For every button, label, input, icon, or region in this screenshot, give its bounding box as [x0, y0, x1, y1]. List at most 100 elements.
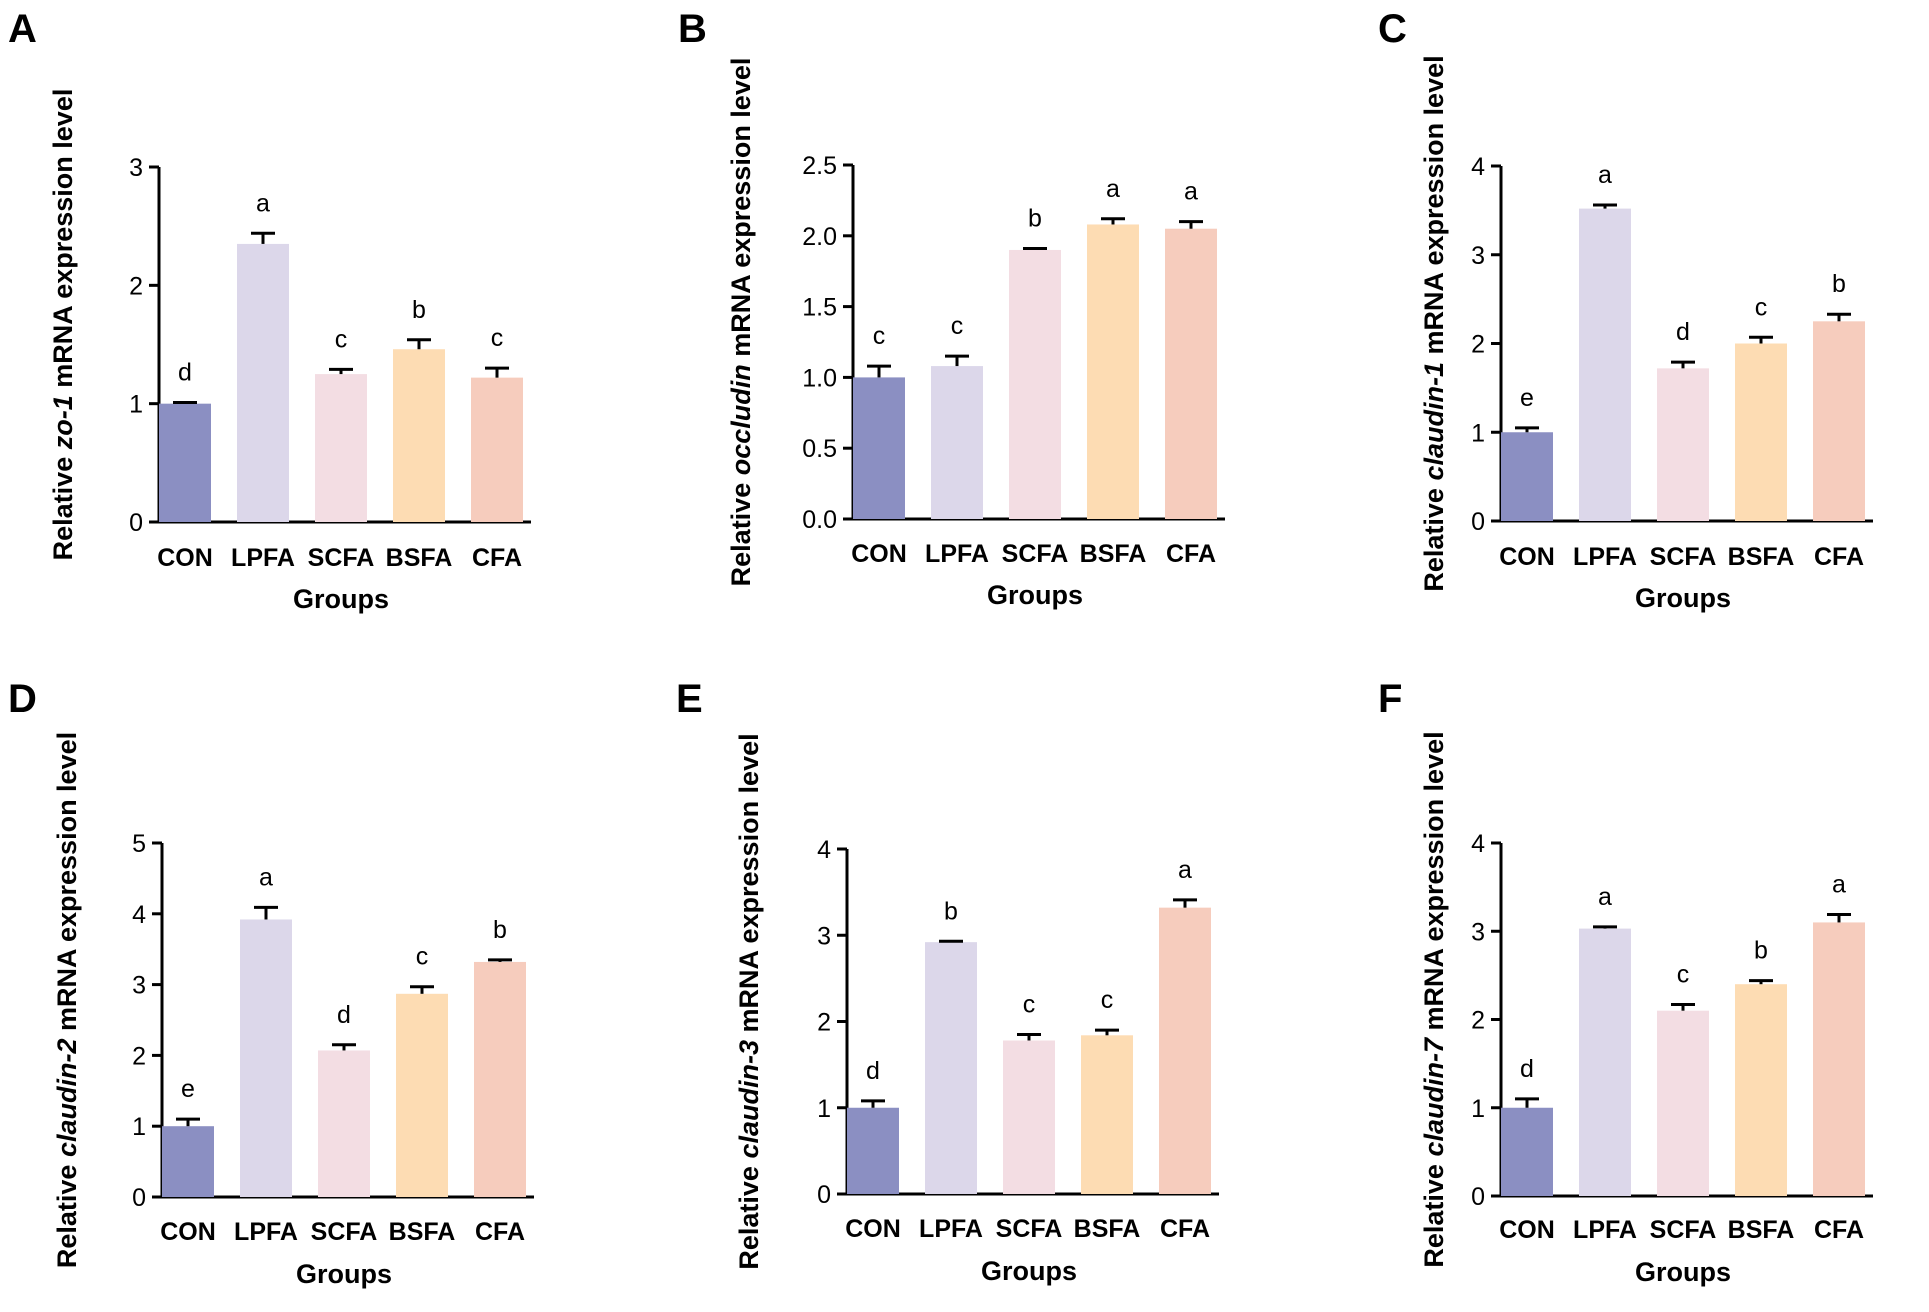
significance-label: c	[491, 324, 504, 352]
y-axis-title: Relative claudin-1 mRNA expression level	[1419, 55, 1449, 591]
bar-bsfa	[393, 349, 445, 522]
y-axis-title: Relative claudin-2 mRNA expression level	[52, 732, 82, 1268]
y-axis-title-prefix: Relative	[48, 449, 78, 560]
significance-label: a	[1598, 883, 1612, 911]
y-tick-label: 2	[132, 1042, 146, 1070]
y-tick-label: 3	[1471, 918, 1485, 946]
significance-label: c	[1023, 990, 1036, 1018]
significance-label: b	[1028, 205, 1042, 233]
y-tick-label: 1.5	[802, 294, 837, 322]
y-axis-title-suffix: mRNA expression level	[48, 89, 78, 396]
x-tick-label: CFA	[472, 544, 522, 572]
chart-panel-b: B 0.0 0.5 1.0 1.5 2.0 2.5 c CON c LPFA b SCFA a BSFA a C…	[678, 7, 1225, 610]
y-tick-label: 3	[817, 922, 831, 950]
significance-label: a	[256, 189, 270, 217]
panel-letter: B	[678, 7, 707, 51]
bar-cfa	[474, 961, 526, 1197]
x-tick-label: BSFA	[1074, 1215, 1141, 1243]
bar-con	[1501, 432, 1553, 521]
y-tick-label: 0	[817, 1181, 831, 1209]
significance-label: d	[337, 1001, 351, 1029]
significance-label: a	[1178, 856, 1192, 884]
x-tick-label: CON	[1499, 543, 1555, 571]
y-tick-label: 3	[132, 972, 146, 1000]
y-axis-title-gene: occludin	[726, 364, 756, 475]
x-tick-label: CFA	[475, 1218, 525, 1246]
x-tick-label: SCFA	[1650, 1216, 1717, 1244]
y-tick-label: 2	[1471, 331, 1485, 359]
x-tick-label: CFA	[1166, 540, 1216, 568]
significance-label: e	[1520, 384, 1534, 412]
significance-label: a	[1184, 178, 1198, 206]
panel-letter: D	[8, 677, 37, 721]
y-tick-label: 1	[817, 1095, 831, 1123]
significance-label: d	[178, 358, 192, 386]
panel-letter: A	[8, 7, 37, 51]
y-axis-title-gene: claudin-1	[1419, 362, 1449, 481]
significance-label: b	[1754, 937, 1768, 965]
significance-label: c	[951, 312, 964, 340]
bar-lpfa	[237, 243, 289, 522]
x-tick-label: LPFA	[231, 544, 295, 572]
significance-label: c	[416, 943, 429, 971]
significance-label: b	[412, 296, 426, 324]
bar-lpfa	[240, 919, 292, 1197]
y-tick-label: 4	[1471, 830, 1485, 858]
significance-label: b	[944, 897, 958, 925]
bar-con	[853, 377, 905, 519]
x-tick-label: BSFA	[389, 1218, 456, 1246]
y-tick-label: 2	[1471, 1007, 1485, 1035]
significance-label: c	[1755, 293, 1768, 321]
y-tick-label: 4	[1471, 153, 1485, 181]
y-axis-title-suffix: mRNA expression level	[734, 733, 764, 1040]
x-tick-label: BSFA	[1728, 1216, 1795, 1244]
y-tick-label: 5	[132, 830, 146, 858]
x-tick-label: SCFA	[1002, 540, 1069, 568]
x-tick-label: CON	[157, 544, 213, 572]
significance-label: c	[873, 322, 886, 350]
x-tick-label: CON	[1499, 1216, 1555, 1244]
y-tick-label: 1	[1471, 1095, 1485, 1123]
panel-letter: C	[1378, 7, 1407, 51]
significance-label: c	[1677, 960, 1690, 988]
x-tick-label: LPFA	[919, 1215, 983, 1243]
x-tick-label: CFA	[1160, 1215, 1210, 1243]
y-tick-label: 0.5	[802, 435, 837, 463]
significance-label: d	[866, 1057, 880, 1085]
chart-panel-f: F 0 1 2 3 4 d CON a LPFA c SCFA b BSFA a CFA Groups Relat…	[1378, 677, 1873, 1287]
bar-cfa	[1165, 228, 1217, 519]
x-tick-label: CFA	[1814, 543, 1864, 571]
x-axis-title: Groups	[296, 1259, 392, 1289]
bar-cfa	[1813, 922, 1865, 1196]
y-axis-title-prefix: Relative	[734, 1159, 764, 1270]
bar-scfa	[1657, 1010, 1709, 1196]
significance-label: a	[1598, 161, 1612, 189]
y-axis-title-suffix: mRNA expression level	[52, 732, 82, 1039]
bar-scfa	[318, 1050, 370, 1197]
bar-cfa	[1159, 907, 1211, 1194]
y-axis-title-suffix: mRNA expression level	[726, 58, 756, 365]
y-tick-label: 3	[129, 154, 143, 182]
y-tick-label: 1	[129, 391, 143, 419]
significance-label: e	[181, 1075, 195, 1103]
y-axis-title: Relative claudin-7 mRNA expression level	[1419, 731, 1449, 1267]
x-axis-title: Groups	[293, 584, 389, 614]
chart-panel-c: C 0 1 2 3 4 e CON a LPFA d SCFA c BSFA b CFA Groups Relat…	[1378, 7, 1873, 613]
y-tick-label: 2	[817, 1009, 831, 1037]
bar-scfa	[1657, 368, 1709, 521]
x-tick-label: CON	[845, 1215, 901, 1243]
bar-con	[162, 1126, 214, 1197]
x-tick-label: SCFA	[996, 1215, 1063, 1243]
significance-label: b	[1832, 270, 1846, 298]
significance-label: a	[1832, 870, 1846, 898]
x-tick-label: SCFA	[308, 544, 375, 572]
bar-cfa	[1813, 321, 1865, 521]
y-tick-label: 4	[817, 836, 831, 864]
y-tick-label: 0	[1471, 1183, 1485, 1211]
bar-bsfa	[1735, 984, 1787, 1196]
y-tick-label: 2	[129, 272, 143, 300]
x-tick-label: LPFA	[234, 1218, 298, 1246]
y-axis-title-suffix: mRNA expression level	[1419, 55, 1449, 362]
bar-scfa	[1009, 249, 1061, 519]
